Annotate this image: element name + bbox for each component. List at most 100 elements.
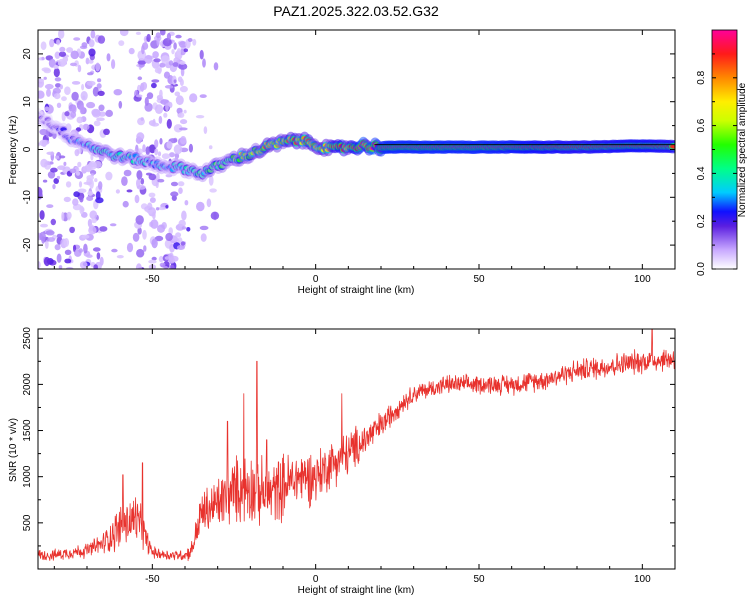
y-tick-label: 500	[22, 514, 33, 531]
noise-blob	[165, 205, 169, 209]
noise-blob	[199, 49, 204, 60]
noise-blob	[135, 31, 141, 35]
noise-blob	[82, 165, 92, 172]
noise-blob	[86, 254, 93, 258]
y-tick-label: 2000	[22, 373, 33, 396]
noise-blob	[56, 233, 63, 239]
noise-blob	[206, 198, 212, 208]
noise-blob	[148, 192, 156, 198]
noise-blob	[54, 155, 60, 159]
noise-blob	[77, 161, 82, 168]
noise-blob	[178, 41, 187, 48]
noise-blob	[141, 45, 145, 55]
noise-blob	[146, 33, 151, 43]
noise-blob	[89, 179, 94, 189]
noise-blob	[57, 58, 67, 67]
noise-blob	[56, 253, 62, 263]
spectrogram-xlabel: Height of straight line (km)	[298, 285, 415, 296]
noise-blob	[152, 211, 156, 220]
noise-blob	[76, 116, 84, 124]
noise-blob	[72, 198, 79, 206]
colorbar-tick-label: 0.4	[696, 166, 707, 180]
noise-blob	[91, 109, 101, 118]
noise-blob	[53, 64, 59, 70]
noise-blob	[151, 82, 157, 89]
noise-blob	[137, 227, 142, 235]
noise-blob	[81, 83, 85, 91]
noise-blob	[135, 263, 142, 269]
noise-blob	[154, 235, 164, 242]
noise-blob	[63, 196, 71, 203]
noise-blob	[200, 233, 207, 242]
spectrogram-axes: -50 0 50 100 -20 -10 0 10 20	[22, 29, 676, 285]
noise-blob	[63, 161, 67, 166]
noise-blob	[91, 217, 97, 224]
noise-blob	[40, 41, 47, 50]
noise-blob	[135, 94, 143, 98]
noise-blob	[73, 37, 81, 41]
noise-blob	[105, 109, 113, 117]
colorbar: 0.0 0.2 0.4 0.6 0.8 Normalized spectral ampl…	[696, 29, 748, 276]
noise-blob	[178, 112, 185, 118]
noise-blob	[95, 191, 101, 200]
noise-blob	[136, 248, 145, 258]
noise-blob	[89, 210, 98, 220]
noise-blob	[61, 211, 65, 221]
noise-blob	[121, 176, 128, 187]
figure-title: PAZ1.2025.322.03.52.G32	[273, 3, 439, 19]
noise-blob	[166, 118, 172, 129]
noise-blob	[188, 143, 193, 153]
snr-panel: -50 0 50 100 500 1000 1500 2000 2500 Height of s…	[8, 327, 676, 596]
noise-blob	[150, 122, 160, 127]
noise-blob	[148, 259, 157, 264]
noise-blob	[52, 184, 56, 190]
noise-blob	[106, 53, 111, 62]
noise-blob	[94, 178, 98, 183]
noise-blob	[195, 115, 205, 119]
noise-blob	[199, 225, 209, 231]
ridge-core	[670, 144, 675, 149]
noise-blob	[87, 191, 94, 196]
noise-blob	[189, 93, 198, 103]
noise-blob	[99, 226, 108, 232]
noise-blob	[86, 101, 96, 109]
noise-blob	[157, 151, 162, 157]
noise-blob	[64, 86, 71, 95]
noise-blob	[149, 197, 156, 204]
noise-blob	[65, 181, 72, 188]
noise-blob	[39, 139, 48, 147]
noise-blob	[159, 138, 163, 145]
noise-blob	[92, 247, 101, 252]
y-tick-label: 1000	[22, 465, 33, 488]
y-tick-label: 20	[22, 48, 33, 60]
noise-blob	[43, 76, 47, 80]
noise-blob	[111, 248, 118, 253]
noise-blob	[38, 261, 41, 269]
noise-blob	[69, 168, 77, 174]
noise-blob	[46, 151, 55, 155]
noise-blob	[179, 85, 188, 93]
y-tick-label: -20	[22, 237, 33, 252]
noise-blob	[116, 255, 124, 259]
noise-blob	[48, 58, 56, 68]
noise-blob	[164, 256, 171, 260]
noise-blob	[159, 262, 166, 268]
noise-blob	[98, 181, 103, 190]
noise-blob	[86, 80, 96, 86]
x-tick-label: 0	[313, 274, 319, 285]
noise-blob	[202, 58, 206, 68]
noise-blob	[145, 146, 151, 156]
noise-blob	[152, 51, 159, 59]
noise-blob	[203, 126, 208, 134]
noise-blob	[57, 165, 66, 170]
noise-blob	[53, 178, 59, 184]
noise-blob	[78, 181, 83, 188]
noise-blob	[179, 60, 186, 65]
noise-blob	[54, 244, 61, 251]
noise-blob	[58, 51, 67, 57]
noise-blob	[86, 196, 94, 201]
noise-blob	[176, 48, 182, 56]
noise-blob	[134, 194, 140, 204]
noise-blob	[79, 105, 85, 115]
